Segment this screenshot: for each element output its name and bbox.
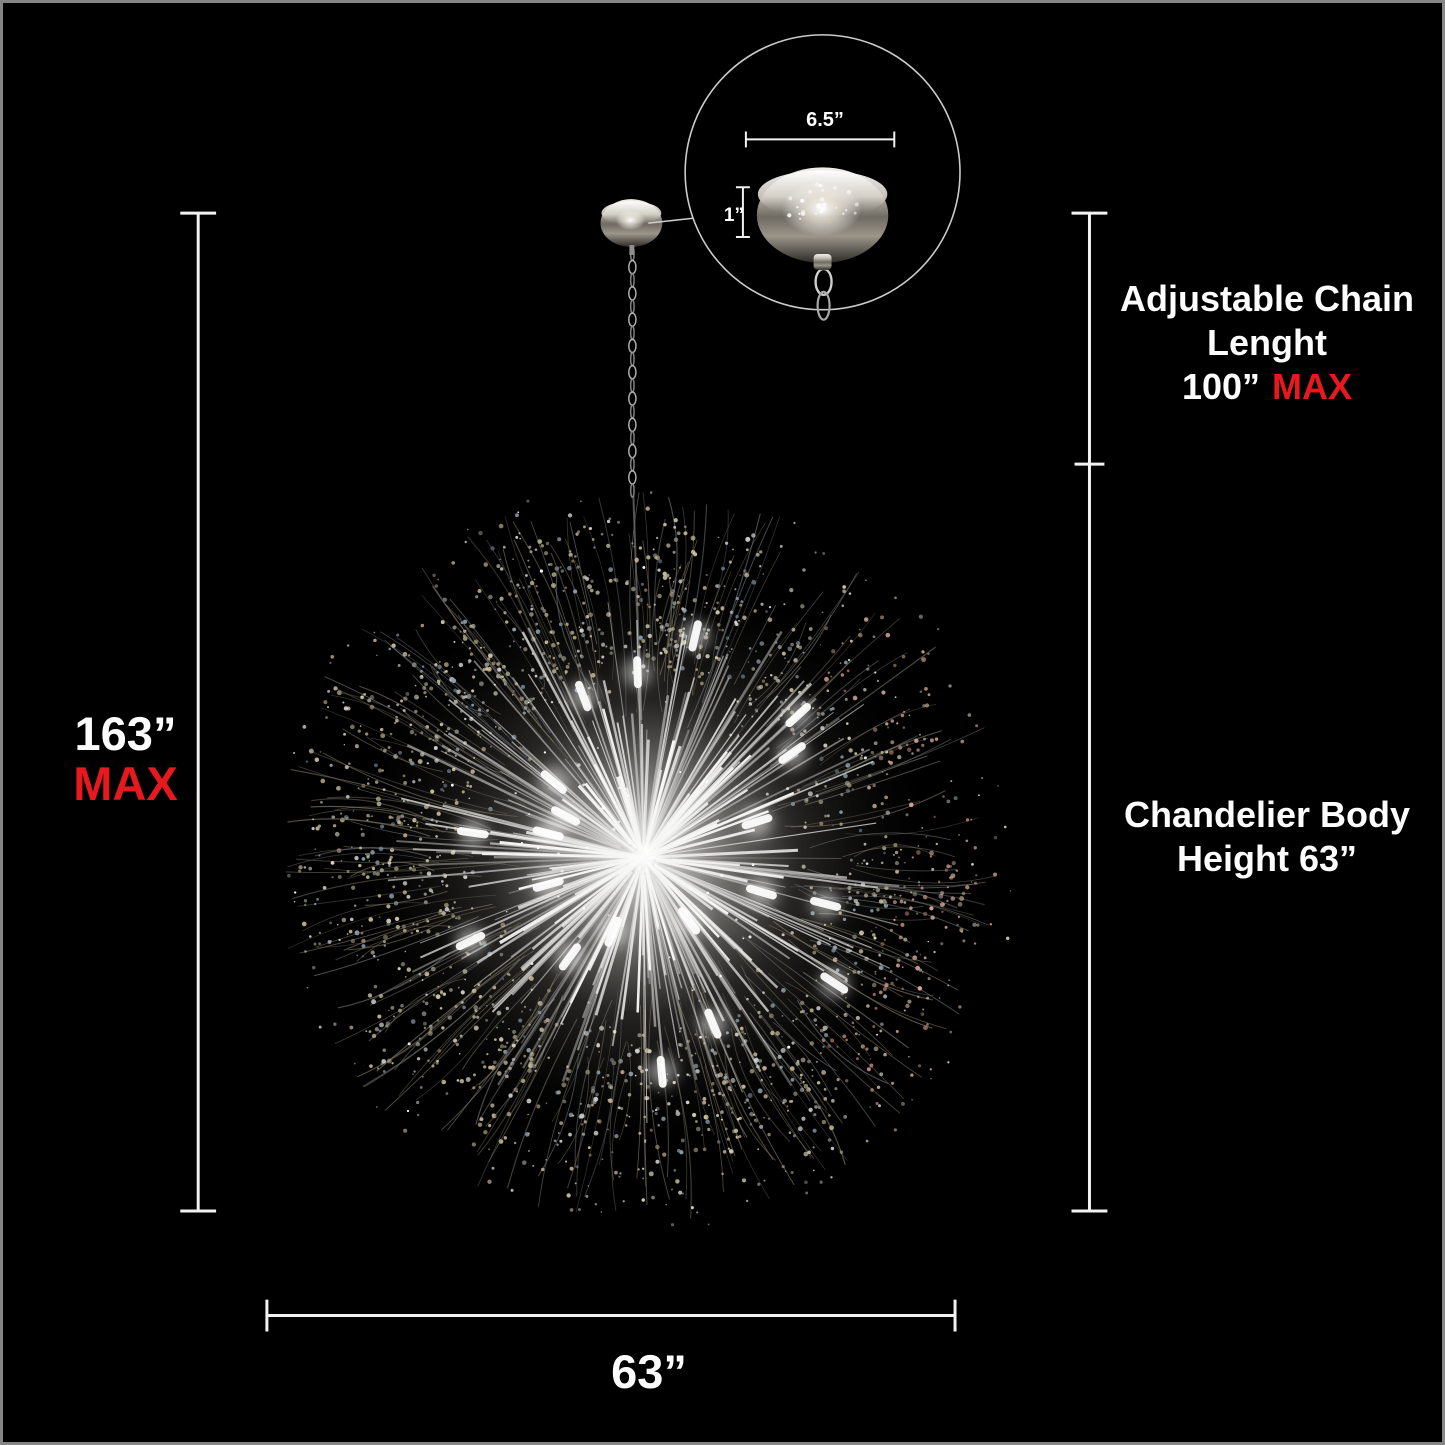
chandelier-lights-glow: [455, 620, 850, 1087]
body-width-label: 63”: [611, 1345, 687, 1398]
chain-length-line1: Adjustable Chain: [1119, 278, 1415, 319]
hanging-chain: [628, 246, 637, 498]
body-height-label: Chandelier Body Height 63”: [1097, 793, 1437, 881]
chain-length-label: Adjustable Chain Lenght 100” MAX: [1097, 277, 1437, 409]
canopy-height-dimension-line: [735, 186, 750, 239]
ceiling-canopy: [600, 199, 663, 255]
chain-length-line3: 100” MAX: [1097, 365, 1437, 409]
chain-length-value: 100”: [1181, 366, 1261, 407]
overall-height-label: 163” MAX: [33, 709, 218, 809]
canopy-width-dimension-line: [744, 131, 896, 148]
body-height-line2: Height 63”: [1176, 838, 1358, 879]
canopy-height-label: 1”: [723, 205, 744, 226]
canopy-stem: [629, 244, 635, 255]
canopy-crystal-fill: [615, 210, 646, 231]
dimension-lines: [180, 211, 1108, 1332]
overall-height-dimension-line: [180, 211, 217, 1213]
chain-and-body-dimension-line: [1071, 211, 1108, 1213]
chandelier-diagram-graphic: [180, 34, 1108, 1332]
canopy-detail-inset: [648, 34, 961, 321]
chain-length-qualifier: MAX: [1272, 366, 1353, 407]
width-dimension-line: [265, 1299, 957, 1332]
inset-leader-line: [648, 217, 695, 224]
inset-chain-link: [816, 290, 831, 321]
inset-canopy-neck: [813, 253, 832, 270]
canopy-width-label: 6.5”: [806, 109, 844, 131]
chain-length-line2: Lenght: [1207, 322, 1327, 363]
chandelier-body: [285, 491, 1012, 1227]
overall-height-qualifier: MAX: [73, 757, 178, 810]
body-height-line1: Chandelier Body: [1123, 794, 1411, 835]
overall-height-value: 163”: [74, 707, 177, 760]
inset-canopy-crystals: [787, 182, 859, 220]
